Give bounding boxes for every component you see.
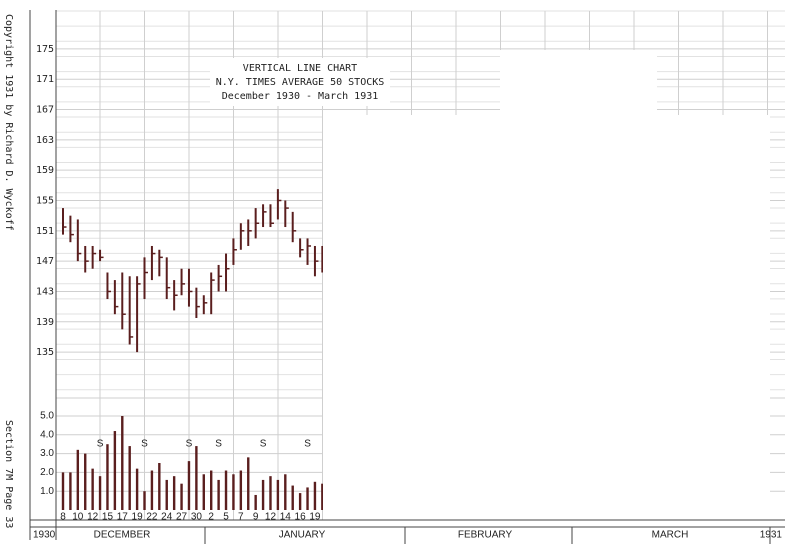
y-tick-label: 139: [36, 317, 54, 328]
volume-bar: [247, 457, 250, 510]
x-tick-label: 5: [223, 512, 229, 523]
y2-tick-label: 4.0: [40, 429, 54, 440]
saturday-mark: S: [186, 439, 193, 450]
x-tick-label: 9: [253, 512, 259, 523]
volume-bar: [150, 470, 154, 510]
volume-bar: [113, 431, 117, 510]
x-tick-label: 30: [191, 512, 203, 523]
saturday-mark: S: [260, 439, 267, 450]
y-tick-label: 175: [36, 44, 54, 55]
volume-bar: [269, 476, 272, 510]
volume-bar: [195, 446, 198, 510]
y-tick-label: 147: [36, 256, 54, 267]
volume-bar: [291, 485, 294, 510]
volume-bar: [106, 444, 109, 510]
volume-bar: [284, 474, 287, 510]
volume-bar: [128, 446, 131, 510]
y2-tick-label: 3.0: [40, 448, 54, 459]
x-tick-label: 22: [146, 512, 158, 523]
volume-bar: [261, 479, 265, 510]
x-tick-label: 10: [72, 512, 84, 523]
x-tick-label: 7: [238, 512, 244, 523]
volume-bar: [298, 493, 302, 510]
y-tick-label: 159: [36, 165, 54, 176]
month-label: JANUARY: [279, 530, 326, 541]
y-tick-label: 167: [36, 105, 54, 116]
month-label: DECEMBER: [94, 530, 151, 541]
x-tick-label: 17: [117, 512, 129, 523]
month-label: MARCH: [652, 530, 689, 541]
month-label: FEBRUARY: [458, 530, 513, 541]
x-tick-label: 2: [208, 512, 214, 523]
y-tick-label: 163: [36, 135, 54, 146]
volume-bar: [76, 449, 80, 510]
y2-tick-label: 1.0: [40, 486, 54, 497]
x-tick-label: 24: [161, 512, 173, 523]
x-tick-label: 27: [176, 512, 188, 523]
y-tick-label: 171: [36, 74, 54, 85]
volume-bar: [158, 463, 161, 510]
volume-bar: [172, 476, 176, 510]
volume-bar: [239, 470, 243, 510]
x-tick-label: 14: [280, 512, 292, 523]
volume-bar: [165, 479, 168, 510]
blank-area: [323, 50, 770, 520]
x-tick-label: 8: [60, 512, 66, 523]
x-tick-label: 19: [132, 512, 144, 523]
x-tick-label: 15: [102, 512, 114, 523]
year-label: 1930: [33, 530, 56, 541]
volume-bar: [143, 491, 146, 510]
volume-bar: [61, 472, 65, 510]
y2-tick-label: 2.0: [40, 467, 54, 478]
page-note: Section 7M Page 33: [3, 420, 14, 528]
volume-bar: [232, 474, 235, 510]
volume-bar: [224, 470, 228, 510]
y-tick-label: 151: [36, 226, 54, 237]
title-box: [210, 58, 390, 106]
x-tick-label: 12: [87, 512, 99, 523]
volume-bar: [84, 453, 87, 510]
y-tick-label: 143: [36, 286, 54, 297]
volume-bar: [210, 470, 213, 510]
chart-subtitle: N.Y. TIMES AVERAGE 50 STOCKS: [216, 77, 385, 88]
volume-bar: [135, 468, 139, 510]
volume-bar: [121, 416, 124, 510]
volume-bar: [91, 468, 94, 510]
volume-bar: [276, 479, 280, 510]
volume-bar: [313, 481, 317, 510]
chart-period: December 1930 - March 1931: [222, 91, 379, 102]
volume-bar: [254, 494, 257, 510]
volume-bar: [202, 474, 205, 510]
chart-title: VERTICAL LINE CHART: [243, 63, 357, 74]
x-tick-label: 16: [295, 512, 307, 523]
saturday-mark: S: [141, 439, 148, 450]
y-tick-label: 135: [36, 347, 54, 358]
volume-bar: [180, 483, 183, 510]
saturday-mark: S: [215, 439, 222, 450]
y2-tick-label: 5.0: [40, 411, 54, 422]
volume-bar: [321, 483, 324, 510]
year-label: 1931: [760, 530, 783, 541]
volume-bar: [306, 487, 309, 510]
copyright-note: Copyright 1931 by Richard D. Wyckoff: [3, 14, 14, 231]
saturday-mark: S: [304, 439, 311, 450]
volume-bar: [217, 479, 220, 510]
x-tick-label: 12: [265, 512, 277, 523]
volume-bar: [69, 472, 72, 510]
x-tick-label: 19: [309, 512, 321, 523]
volume-bar: [98, 476, 102, 510]
volume-bar: [187, 461, 191, 510]
saturday-mark: S: [97, 439, 104, 450]
y-tick-label: 155: [36, 196, 54, 207]
